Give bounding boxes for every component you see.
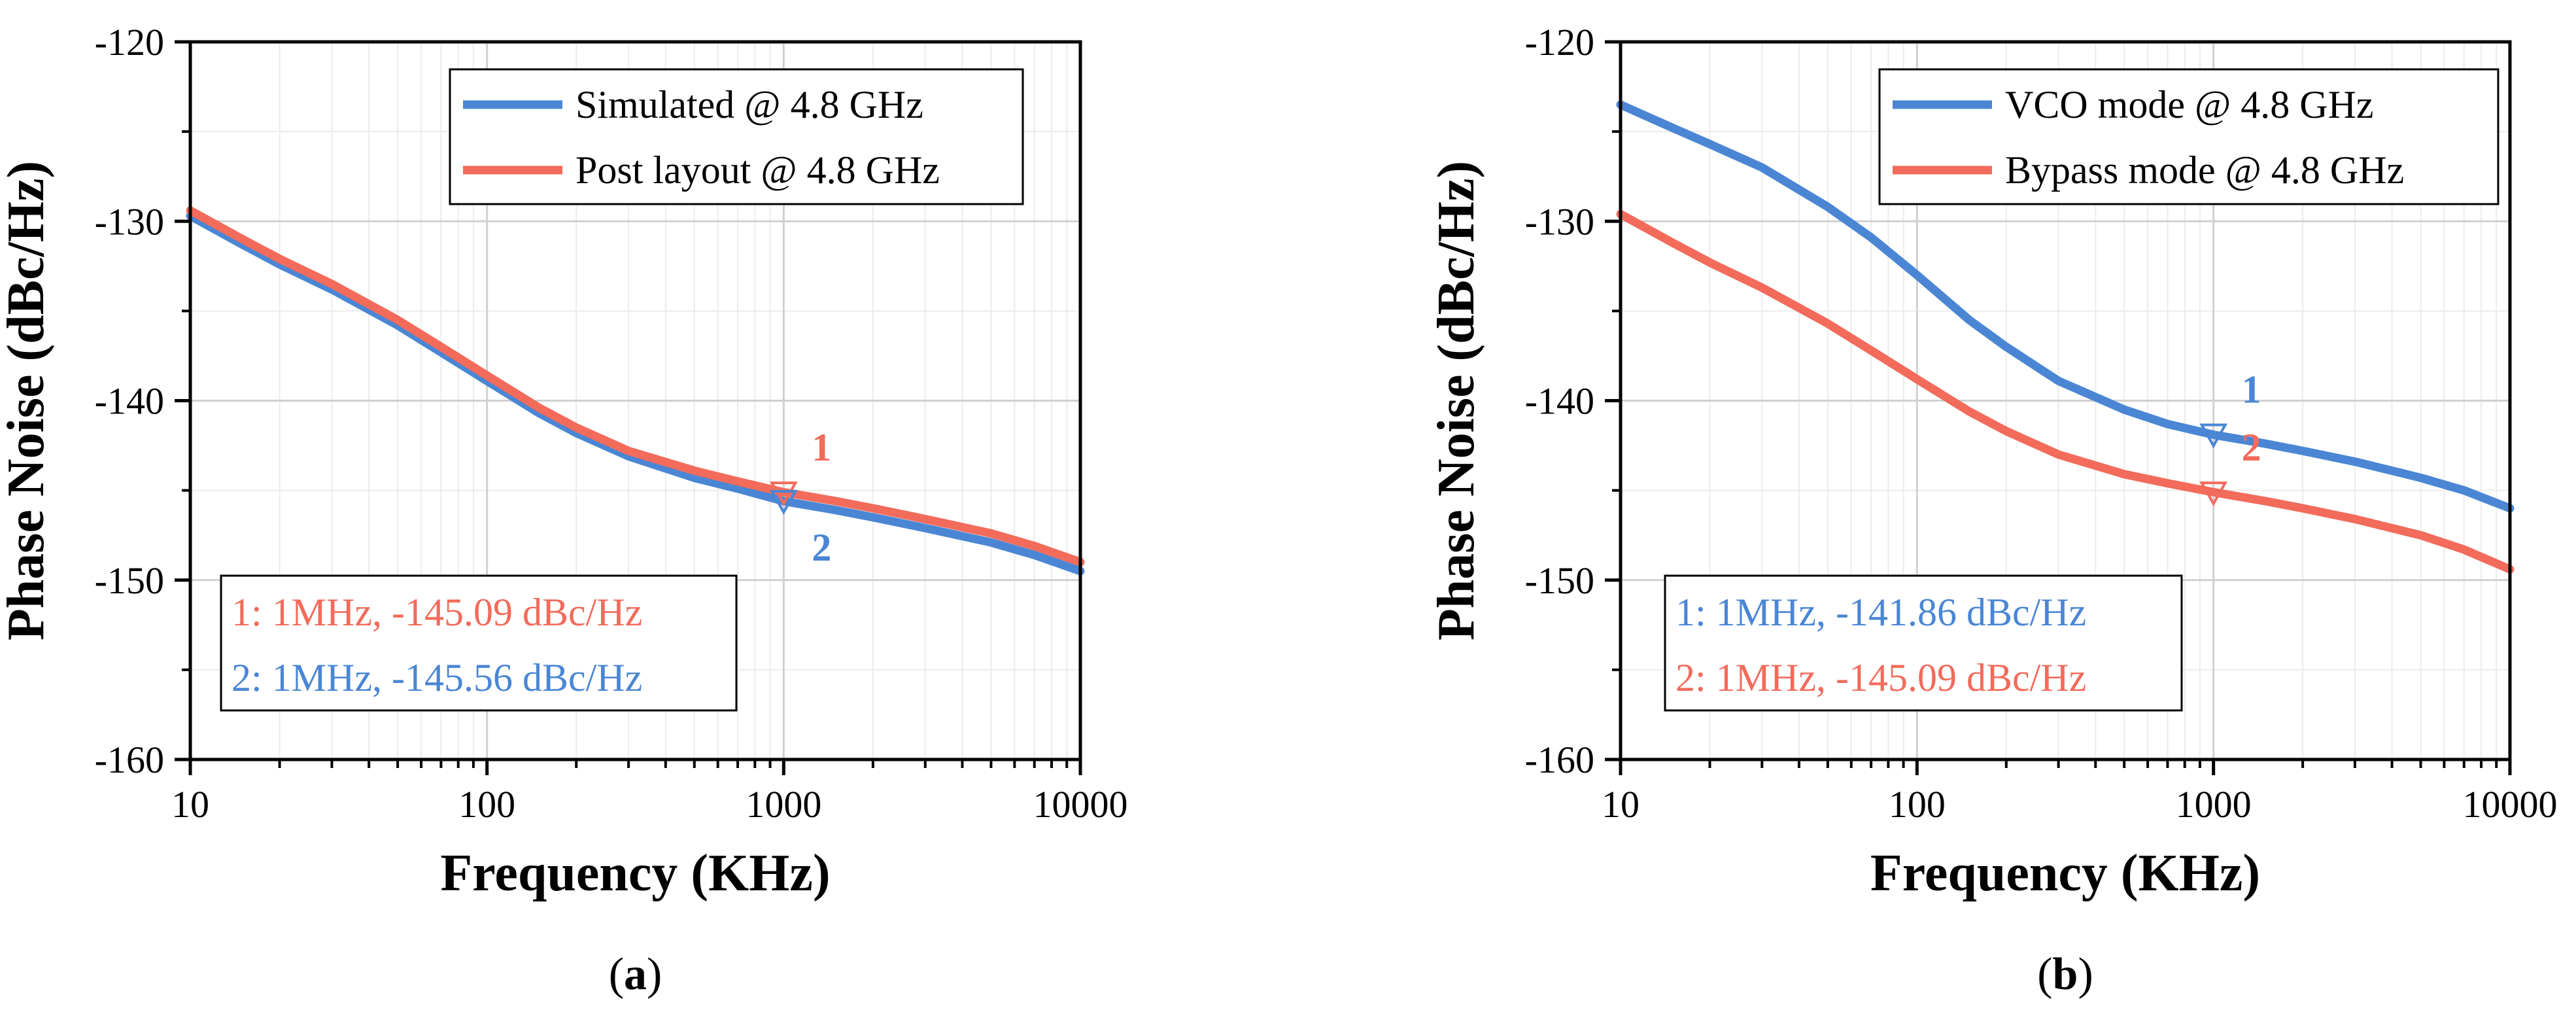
- y-tick-label: -150: [95, 559, 164, 602]
- caption-part: ): [647, 949, 662, 1000]
- x-tick-label: 10000: [2463, 783, 2558, 826]
- y-tick-label: -120: [1525, 21, 1594, 63]
- legend-box: [449, 68, 1024, 205]
- annotation-text-2: 2: 1MHz, -145.09 dBc/Hz: [1675, 656, 2086, 699]
- marker-triangle-2: [769, 489, 798, 515]
- y-tick-label: -120: [95, 21, 164, 63]
- annotation-box: [220, 574, 738, 712]
- x-tick-label: 10: [171, 783, 209, 826]
- legend-label-1: Simulated @ 4.8 GHz: [575, 83, 923, 126]
- legend-label-2: Post layout @ 4.8 GHz: [575, 148, 940, 192]
- panel-caption-a: (a): [609, 949, 662, 1000]
- x-tick-label: 1000: [2176, 783, 2252, 826]
- legend-box: [1878, 68, 2499, 205]
- y-axis-title: Phase Noise (dBc/Hz): [0, 161, 55, 640]
- series-line-2: [186, 206, 1085, 567]
- legend-label-2: Bypass mode @ 4.8 GHz: [2005, 148, 2404, 192]
- y-axis-title: Phase Noise (dBc/Hz): [1428, 161, 1485, 640]
- annotation-text-2: 2: 1MHz, -145.56 dBc/Hz: [232, 656, 642, 699]
- caption-part: a: [624, 949, 647, 1000]
- x-tick-label: 1000: [746, 783, 821, 826]
- marker-label-2: 2: [812, 526, 831, 569]
- y-tick-label: -160: [1525, 739, 1594, 781]
- caption-part: (: [609, 949, 624, 1000]
- legend-label-1: VCO mode @ 4.8 GHz: [2005, 83, 2374, 126]
- caption-part: ): [2078, 949, 2093, 1000]
- y-tick-label: -160: [95, 739, 164, 781]
- annotation-text-1: 1: 1MHz, -145.09 dBc/Hz: [232, 591, 642, 634]
- marker-label-1: 1: [2242, 368, 2261, 411]
- y-tick-label: -130: [95, 200, 164, 243]
- x-tick-label: 100: [458, 783, 515, 826]
- annotation-box: [1664, 574, 2183, 712]
- y-tick-label: -140: [1525, 380, 1594, 423]
- x-tick-label: 10: [1602, 783, 1640, 826]
- caption-part: (: [2037, 949, 2052, 1000]
- marker-label-1: 1: [812, 426, 831, 469]
- caption-part: b: [2053, 949, 2078, 1000]
- y-tick-label: -130: [1525, 200, 1594, 243]
- panel-caption-b: (b): [2037, 949, 2093, 1000]
- x-axis-title: Frequency (KHz): [1870, 845, 2260, 902]
- marker-triangle-1: [769, 481, 798, 507]
- y-tick-label: -150: [1525, 559, 1594, 602]
- x-tick-label: 10000: [1033, 783, 1128, 826]
- series-line-1: [1616, 100, 2515, 513]
- series-line-2: [1616, 209, 2515, 574]
- annotation-text-1: 1: 1MHz, -141.86 dBc/Hz: [1675, 591, 2086, 634]
- marker-triangle-1: [2199, 423, 2228, 449]
- marker-triangle-2: [2199, 481, 2228, 507]
- x-axis-title: Frequency (KHz): [440, 845, 830, 902]
- y-tick-label: -140: [95, 380, 164, 423]
- series-line-1: [186, 211, 1085, 576]
- x-tick-label: 100: [1889, 783, 1946, 826]
- marker-label-2: 2: [2242, 426, 2261, 469]
